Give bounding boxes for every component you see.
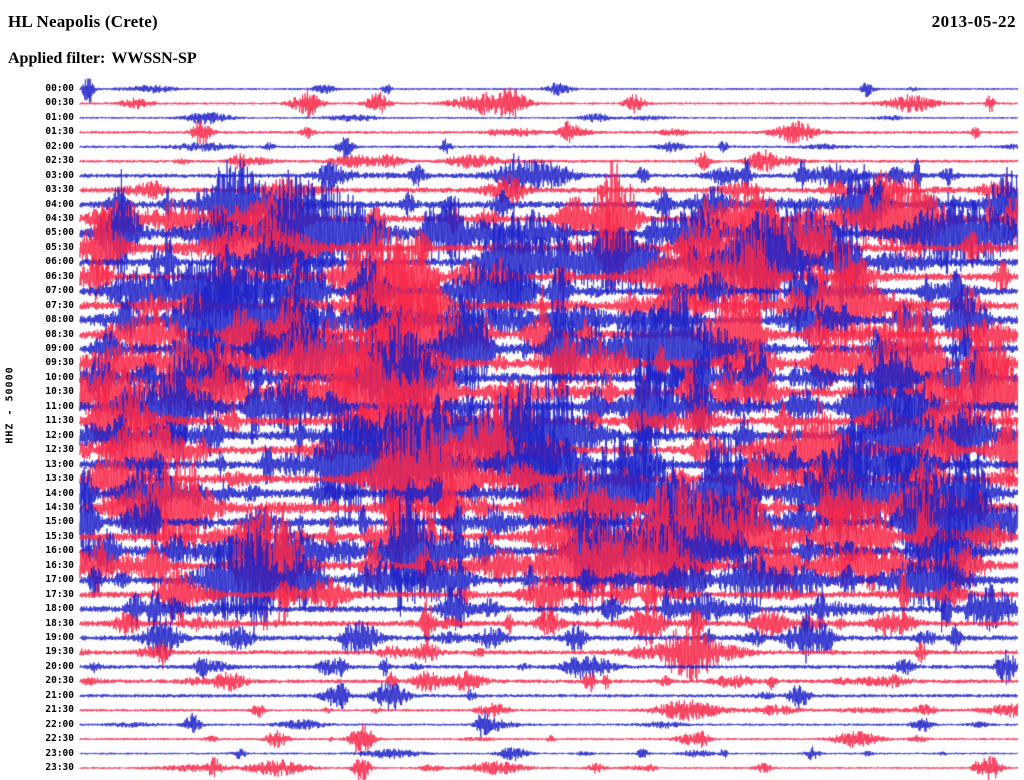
page: HL Neapolis (Crete) 2013-05-22 Applied f… — [0, 0, 1024, 780]
seismogram-canvas — [0, 0, 1024, 780]
